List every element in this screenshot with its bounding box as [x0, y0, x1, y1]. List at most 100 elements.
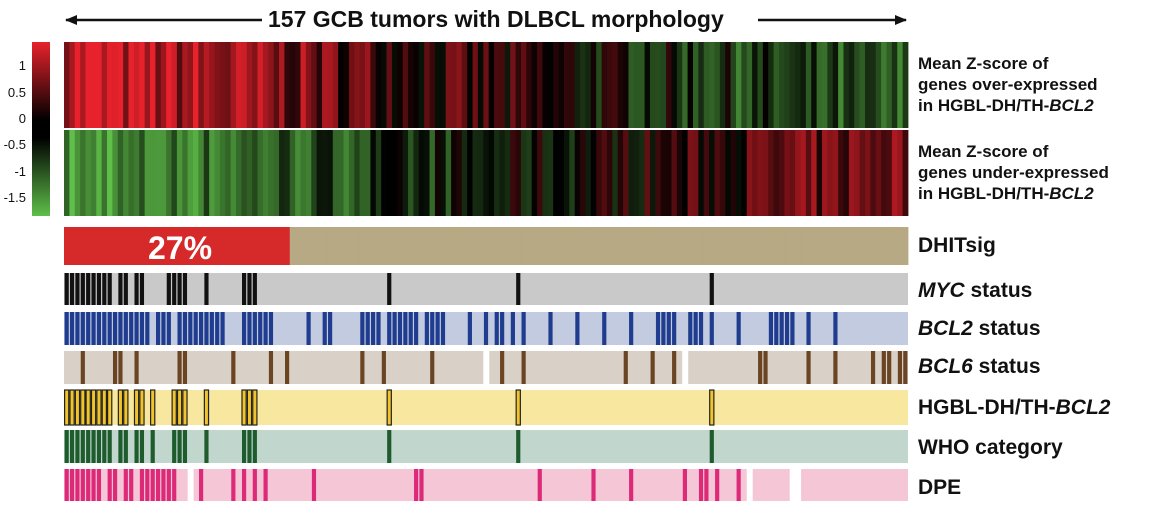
dhitsig-cell	[553, 227, 559, 265]
dhitsig-cell	[741, 227, 748, 265]
heatmap-cell	[800, 130, 807, 216]
heatmap-cell	[520, 130, 527, 216]
dhitsig-cell	[451, 227, 457, 265]
positive-cell	[220, 312, 225, 345]
heatmap-cell	[311, 130, 318, 216]
positive-cell	[102, 273, 107, 305]
positive-cell	[231, 469, 236, 501]
heatmap-cell	[386, 42, 393, 128]
heatmap-cell	[553, 130, 559, 216]
colorscale-bar	[32, 42, 50, 216]
dhitsig-cell	[64, 227, 70, 265]
positive-cell	[709, 430, 714, 463]
heatmap-cell	[90, 130, 97, 216]
positive-cell	[268, 312, 274, 345]
dhitsig-cell	[891, 227, 898, 265]
heatmap-cell	[719, 42, 726, 128]
heatmap-cell	[537, 130, 543, 216]
heatmap-cell	[660, 130, 667, 216]
heatmap-cell	[655, 130, 662, 216]
dhitsig-cell	[273, 227, 280, 265]
heatmap-cell	[692, 130, 699, 216]
positive-cell	[408, 312, 413, 345]
heatmap-cell	[843, 42, 850, 128]
dhitsig-cell	[461, 227, 468, 265]
heatmap-cell	[510, 42, 516, 128]
heatmap-cell	[171, 42, 178, 128]
heatmap-cell	[666, 42, 672, 128]
heatmap-cell	[402, 130, 409, 216]
positive-cell	[118, 430, 123, 463]
positive-cell	[166, 469, 171, 501]
heatmap-cell	[574, 42, 581, 128]
heatmap-cell	[424, 42, 430, 128]
heatmap-cell	[402, 42, 409, 128]
positive-cell	[661, 312, 666, 345]
positive-cell	[64, 430, 69, 463]
dhitsig-cell	[252, 227, 258, 265]
dhitsig-cell	[504, 227, 511, 265]
positive-cell	[176, 389, 183, 426]
heatmap-cell	[709, 130, 715, 216]
heatmap-cell	[542, 130, 549, 216]
positive-cell	[177, 273, 182, 305]
dhitsig-cell	[612, 227, 619, 265]
heatmap-cell	[150, 130, 156, 216]
heatmap-overexpressed-row	[64, 42, 909, 128]
dhitsig-cell	[236, 227, 242, 265]
dhitsig-cell	[483, 227, 490, 265]
dhitsig-cell	[85, 227, 92, 265]
heatmap-cell	[623, 130, 629, 216]
positive-cell	[500, 351, 505, 384]
heatmap-cell	[778, 42, 785, 128]
positive-cell	[172, 469, 177, 501]
heatmap-cell	[526, 42, 533, 128]
heatmap-cell	[370, 130, 377, 216]
positive-cell	[64, 312, 69, 345]
heatmap-cell	[74, 130, 81, 216]
heatmap-cell	[354, 130, 361, 216]
dhitsig-cell	[332, 227, 339, 265]
positive-cell	[171, 389, 177, 426]
dhitsig-cell	[300, 227, 307, 265]
heatmap-cell	[144, 42, 151, 128]
heatmap-cell	[735, 130, 742, 216]
dhitsig-cell	[569, 227, 576, 265]
positive-cell	[247, 312, 252, 345]
positive-cell	[897, 351, 903, 384]
heatmap-cell	[327, 130, 334, 216]
positive-cell	[80, 312, 85, 345]
heatmap-cell	[365, 130, 371, 216]
dhitsig-cell	[80, 227, 86, 265]
heatmap-cell	[902, 42, 909, 128]
dhitsig-cell	[225, 227, 232, 265]
heatmap-cell	[671, 130, 678, 216]
dhitsig-cell	[434, 227, 441, 265]
positive-cell	[96, 273, 102, 305]
dhitsig-cell	[520, 227, 527, 265]
heatmap-cell	[655, 42, 662, 128]
positive-cell	[155, 312, 161, 345]
positive-cell	[870, 351, 876, 384]
dhitsig-cell	[709, 227, 715, 265]
heatmap-cell	[155, 42, 162, 128]
dhitsig-cell	[391, 227, 398, 265]
dhitsig-cell	[827, 227, 834, 265]
heatmap-cell	[467, 130, 473, 216]
heatmap-cell	[155, 130, 162, 216]
heatmap-cell	[96, 42, 103, 128]
heatmap-cell	[875, 130, 882, 216]
dhitsig-cell	[526, 227, 533, 265]
heatmap-cell	[692, 42, 699, 128]
positive-cell	[86, 469, 91, 501]
positive-cell	[698, 312, 704, 345]
heatmap-cell	[644, 42, 651, 128]
track-bcl2-status	[64, 312, 908, 345]
positive-cell	[139, 312, 145, 345]
dhitsig-cell	[768, 227, 775, 265]
positive-cell	[69, 312, 75, 345]
heatmap-underexpressed-row	[64, 130, 909, 216]
positive-cell	[129, 469, 134, 501]
heatmap-cell	[107, 42, 113, 128]
label-line: in HGBL-DH/TH-BCL2	[918, 183, 1109, 204]
